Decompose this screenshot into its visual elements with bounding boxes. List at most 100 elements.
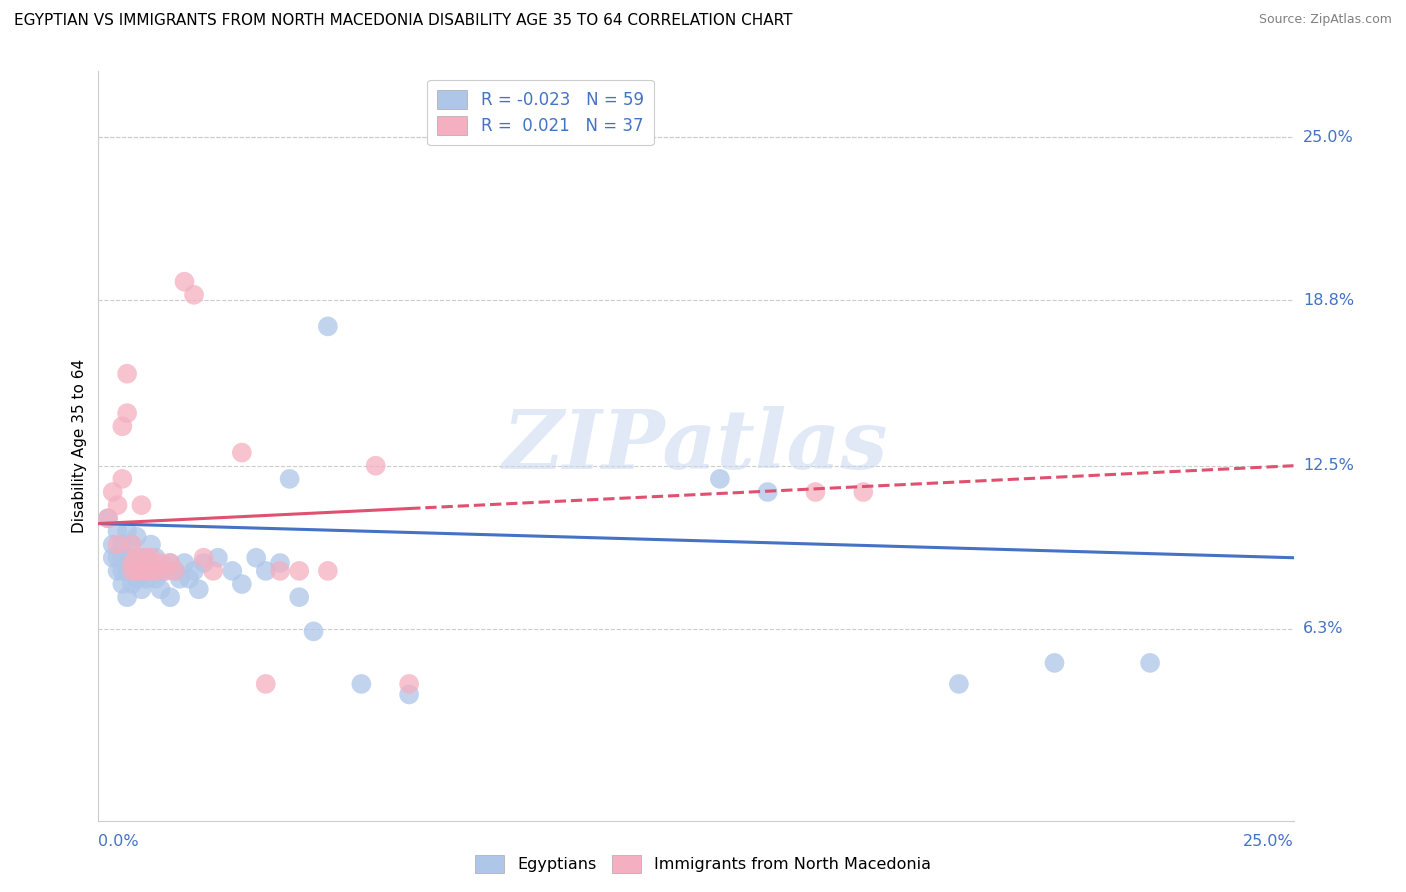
- Text: ZIPatlas: ZIPatlas: [503, 406, 889, 486]
- Point: [269, 556, 291, 570]
- Point: [193, 556, 215, 570]
- Point: [135, 564, 157, 578]
- Point: [125, 572, 148, 586]
- Point: [115, 524, 138, 539]
- Point: [107, 550, 129, 565]
- Point: [139, 538, 162, 552]
- Point: [288, 564, 311, 578]
- Point: [221, 564, 243, 578]
- Text: 18.8%: 18.8%: [1303, 293, 1354, 308]
- Point: [709, 472, 731, 486]
- Point: [111, 577, 134, 591]
- Point: [1043, 656, 1066, 670]
- Point: [173, 275, 195, 289]
- Text: 25.0%: 25.0%: [1243, 834, 1294, 849]
- Text: 25.0%: 25.0%: [1303, 129, 1354, 145]
- Point: [115, 590, 138, 604]
- Point: [149, 582, 172, 597]
- Text: Source: ZipAtlas.com: Source: ZipAtlas.com: [1258, 13, 1392, 27]
- Point: [350, 677, 373, 691]
- Point: [131, 550, 153, 565]
- Point: [183, 288, 205, 302]
- Point: [179, 572, 201, 586]
- Y-axis label: Disability Age 35 to 64: Disability Age 35 to 64: [72, 359, 87, 533]
- Point: [121, 556, 143, 570]
- Point: [245, 550, 267, 565]
- Point: [121, 577, 143, 591]
- Point: [139, 564, 162, 578]
- Point: [97, 511, 120, 525]
- Point: [121, 564, 143, 578]
- Point: [254, 564, 277, 578]
- Point: [101, 485, 124, 500]
- Point: [163, 564, 186, 578]
- Point: [1139, 656, 1161, 670]
- Point: [115, 564, 138, 578]
- Point: [135, 550, 157, 565]
- Point: [398, 688, 420, 702]
- Point: [125, 530, 148, 544]
- Point: [169, 572, 191, 586]
- Point: [302, 624, 325, 639]
- Point: [111, 564, 134, 578]
- Point: [155, 564, 177, 578]
- Point: [159, 590, 181, 604]
- Point: [155, 564, 177, 578]
- Point: [135, 550, 157, 565]
- Point: [111, 550, 134, 565]
- Point: [145, 550, 167, 565]
- Point: [111, 472, 134, 486]
- Point: [288, 590, 311, 604]
- Point: [107, 524, 129, 539]
- Point: [269, 564, 291, 578]
- Point: [111, 419, 134, 434]
- Point: [316, 564, 339, 578]
- Point: [948, 677, 970, 691]
- Point: [97, 511, 120, 525]
- Text: 12.5%: 12.5%: [1303, 458, 1354, 474]
- Point: [364, 458, 387, 473]
- Point: [101, 550, 124, 565]
- Point: [254, 677, 277, 691]
- Point: [139, 564, 162, 578]
- Point: [756, 485, 779, 500]
- Point: [107, 538, 129, 552]
- Point: [121, 538, 143, 552]
- Point: [202, 564, 225, 578]
- Point: [107, 564, 129, 578]
- Point: [173, 556, 195, 570]
- Point: [115, 406, 138, 420]
- Point: [804, 485, 827, 500]
- Point: [193, 550, 215, 565]
- Point: [125, 550, 148, 565]
- Point: [107, 498, 129, 512]
- Point: [125, 556, 148, 570]
- Point: [135, 572, 157, 586]
- Point: [145, 572, 167, 586]
- Point: [145, 564, 167, 578]
- Point: [231, 445, 253, 459]
- Point: [115, 367, 138, 381]
- Point: [111, 538, 134, 552]
- Legend: Egyptians, Immigrants from North Macedonia: Egyptians, Immigrants from North Macedon…: [470, 848, 936, 880]
- Text: 6.3%: 6.3%: [1303, 621, 1344, 636]
- Point: [131, 498, 153, 512]
- Text: 0.0%: 0.0%: [98, 834, 139, 849]
- Point: [121, 556, 143, 570]
- Point: [125, 550, 148, 565]
- Point: [187, 582, 209, 597]
- Point: [207, 550, 229, 565]
- Point: [163, 564, 186, 578]
- Point: [159, 556, 181, 570]
- Point: [149, 564, 172, 578]
- Point: [131, 564, 153, 578]
- Legend: R = -0.023   N = 59, R =  0.021   N = 37: R = -0.023 N = 59, R = 0.021 N = 37: [427, 79, 654, 145]
- Point: [316, 319, 339, 334]
- Point: [852, 485, 875, 500]
- Point: [125, 564, 148, 578]
- Point: [131, 564, 153, 578]
- Point: [159, 556, 181, 570]
- Point: [231, 577, 253, 591]
- Point: [131, 582, 153, 597]
- Point: [398, 677, 420, 691]
